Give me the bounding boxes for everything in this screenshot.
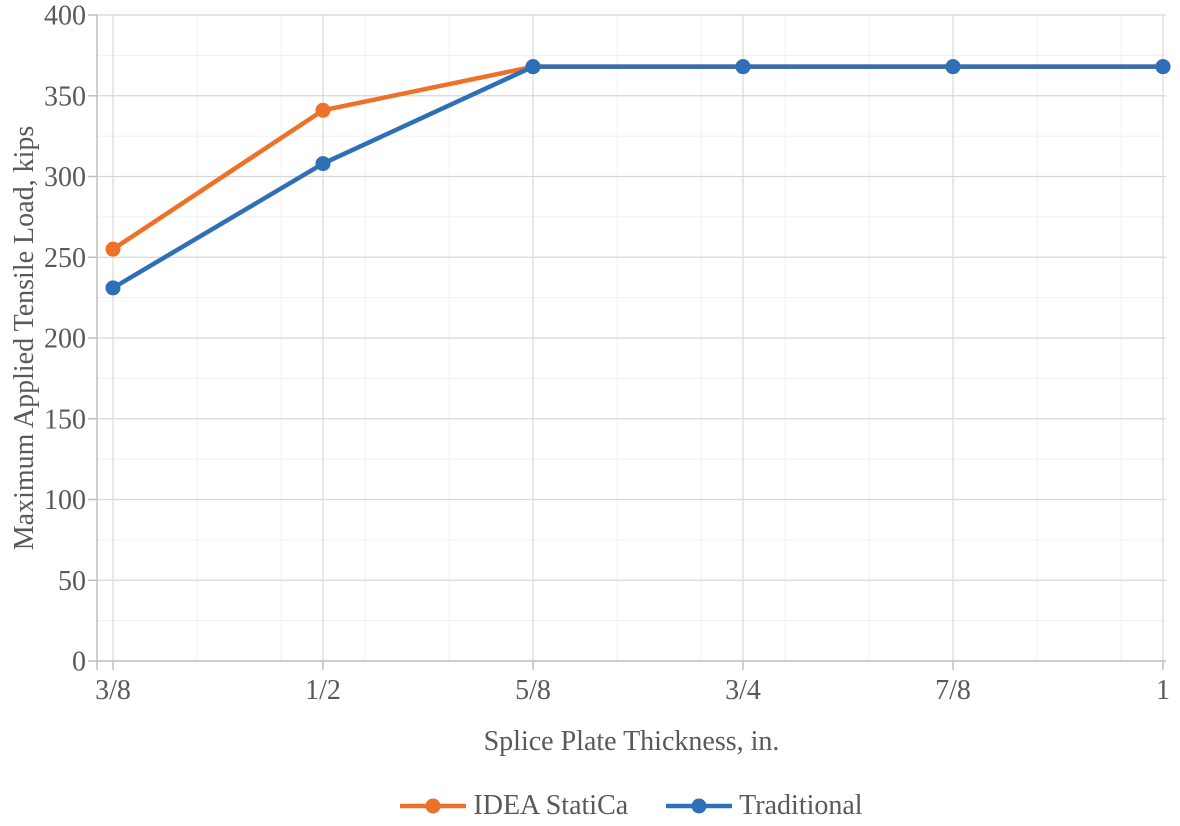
legend: IDEA StatiCa Traditional xyxy=(97,786,1166,826)
x-tick-label: 1 xyxy=(1156,675,1170,706)
x-tick-label: 5/8 xyxy=(515,675,551,706)
legend-item-idea-statica: IDEA StatiCa xyxy=(400,790,628,822)
data-point-marker-0 xyxy=(105,241,121,257)
x-tick-label: 3/4 xyxy=(725,675,761,706)
y-tick-label: 300 xyxy=(44,162,86,193)
data-point-marker-1 xyxy=(735,59,751,75)
x-tick-label: 7/8 xyxy=(935,675,971,706)
data-point-marker-1 xyxy=(105,280,121,296)
series-line-0 xyxy=(110,64,1166,252)
y-tick-label: 150 xyxy=(44,404,86,435)
y-tick-label: 200 xyxy=(44,324,86,355)
data-point-marker-1 xyxy=(525,59,541,75)
legend-swatch-traditional xyxy=(666,798,733,814)
data-point-marker-1 xyxy=(315,156,331,172)
x-tick-label: 3/8 xyxy=(95,675,131,706)
series-line-1 xyxy=(110,64,1166,291)
y-tick-label: 0 xyxy=(72,647,86,678)
x-tick-label: 1/2 xyxy=(305,675,341,706)
legend-label-idea-statica: IDEA StatiCa xyxy=(473,790,629,821)
y-tick-label: 350 xyxy=(44,81,86,112)
y-axis-title: Maximum Applied Tensile Load, kips xyxy=(9,125,40,551)
x-axis-title: Splice Plate Thickness, in. xyxy=(483,726,780,757)
data-point-marker-1 xyxy=(945,59,961,75)
data-point-marker-1 xyxy=(1155,59,1171,75)
y-tick-label: 100 xyxy=(44,485,86,516)
legend-swatch-idea-statica xyxy=(400,798,467,814)
y-tick-label: 400 xyxy=(44,1,86,32)
y-tick-label: 50 xyxy=(58,566,86,597)
legend-label-traditional: Traditional xyxy=(739,790,863,821)
legend-item-traditional: Traditional xyxy=(666,790,863,822)
data-point-marker-0 xyxy=(315,102,331,118)
y-tick-label: 250 xyxy=(44,243,86,274)
